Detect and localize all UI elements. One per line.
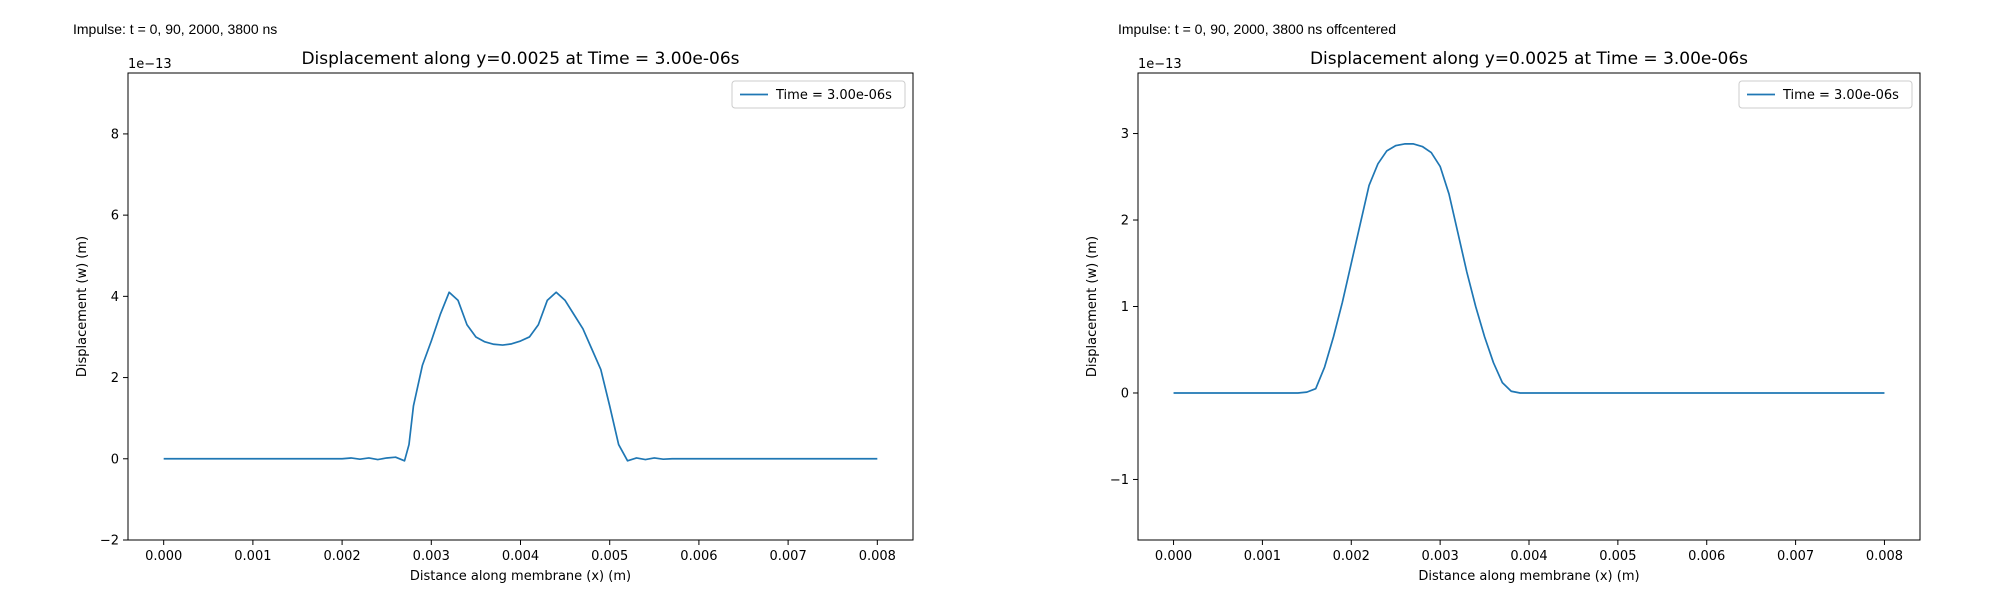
y-offset-label: 1e−13 (128, 57, 172, 72)
x-tick-label: 0.005 (591, 549, 628, 564)
chart-title: Displacement along y=0.0025 at Time = 3.… (301, 49, 739, 69)
x-tick-label: 0.001 (234, 549, 271, 564)
y-offset-label: 1e−13 (1138, 57, 1182, 72)
plot-frame (127, 72, 914, 541)
y-tick-label: −1 (1110, 473, 1129, 488)
x-tick-label: 0.002 (323, 549, 360, 564)
x-tick-label: 0.006 (1688, 549, 1725, 564)
y-tick-label: 0 (1121, 386, 1129, 401)
chart-panel-left: Impulse: t = 0, 90, 2000, 3800 ns Displa… (73, 21, 914, 584)
caption-left: Impulse: t = 0, 90, 2000, 3800 ns (73, 21, 278, 37)
y-tick-label: 0 (111, 452, 119, 467)
y-tick-label: 8 (111, 127, 119, 142)
y-axis-label: Displacement (w) (m) (1085, 236, 1100, 377)
legend-box (1738, 80, 1913, 109)
x-tick-label: 0.001 (1244, 549, 1281, 564)
series-line (1173, 143, 1885, 394)
x-tick-label: 0.006 (680, 549, 717, 564)
x-tick-label: 0.004 (1510, 549, 1547, 564)
plot-frame (1137, 72, 1921, 541)
legend: Time = 3.00e-06s (1738, 80, 1913, 109)
x-tick-label: 0.003 (1422, 549, 1459, 564)
y-tick-label: 6 (111, 209, 119, 224)
x-tick-label: 0.005 (1599, 549, 1636, 564)
chart-title: Displacement along y=0.0025 at Time = 3.… (1310, 49, 1748, 69)
x-tick-label: 0.008 (859, 549, 896, 564)
legend-label: Time = 3.00e-06s (1782, 88, 1899, 103)
y-tick-label: −2 (100, 534, 119, 549)
x-tick-label: 0.003 (413, 549, 450, 564)
x-tick-label: 0.007 (770, 549, 807, 564)
chart-panel-right: Impulse: t = 0, 90, 2000, 3800 ns offcen… (1000, 0, 2000, 600)
x-tick-label: 0.004 (502, 549, 539, 564)
y-tick-label: 2 (1121, 214, 1129, 229)
chart-left: Displacement along y=0.0025 at Time = 3.… (75, 49, 914, 584)
legend: Time = 3.00e-06s (731, 80, 906, 109)
x-axis-label: Distance along membrane (x) (m) (410, 569, 631, 584)
x-tick-label: 0.000 (145, 549, 182, 564)
x-tick-label: 0.002 (1333, 549, 1370, 564)
y-tick-label: 1 (1121, 300, 1129, 315)
y-tick-label: 3 (1121, 127, 1129, 142)
y-tick-label: 2 (111, 371, 119, 386)
x-tick-label: 0.000 (1155, 549, 1192, 564)
x-axis-label: Distance along membrane (x) (m) (1418, 569, 1639, 584)
y-axis-label: Displacement (w) (m) (75, 236, 90, 377)
caption-right: Impulse: t = 0, 90, 2000, 3800 ns offcen… (1118, 21, 1396, 37)
chart-right: Displacement along y=0.0025 at Time = 3.… (1085, 49, 1921, 584)
x-tick-label: 0.008 (1866, 549, 1903, 564)
legend-box (731, 80, 906, 109)
series-line (163, 291, 878, 462)
legend-label: Time = 3.00e-06s (775, 88, 892, 103)
y-tick-label: 4 (111, 290, 119, 305)
x-tick-label: 0.007 (1777, 549, 1814, 564)
